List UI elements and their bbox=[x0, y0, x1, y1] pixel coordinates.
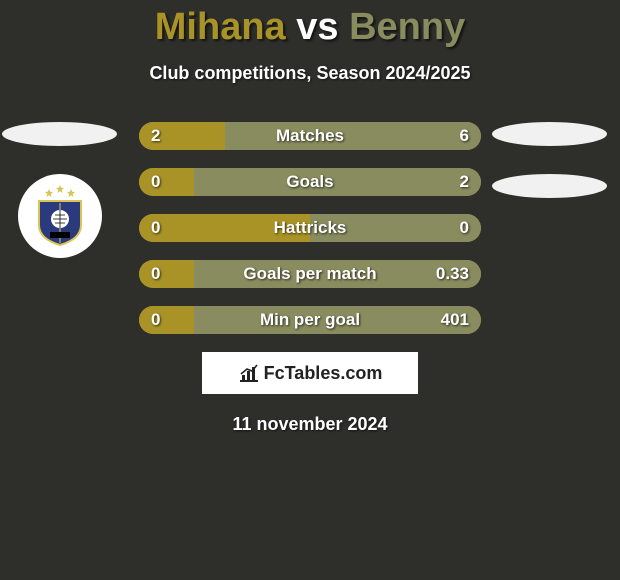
stat-row: 0 Goals per match 0.33 bbox=[139, 260, 481, 288]
stat-value-right: 0 bbox=[460, 218, 469, 238]
stat-list: 2 Matches 6 0 Goals 2 0 Hattricks 0 0 Goals per ma… bbox=[139, 122, 481, 334]
brand-text: FcTables.com bbox=[264, 363, 383, 384]
brand-badge: FcTables.com bbox=[202, 352, 418, 394]
right-team-oval-2 bbox=[492, 174, 607, 198]
stat-row: 0 Goals 2 bbox=[139, 168, 481, 196]
page-title: Mihana vs Benny bbox=[0, 0, 620, 49]
stat-bar-right bbox=[225, 122, 482, 150]
stat-label: Hattricks bbox=[274, 218, 347, 238]
stat-row: 2 Matches 6 bbox=[139, 122, 481, 150]
date-text: 11 november 2024 bbox=[0, 414, 620, 435]
bar-chart-icon bbox=[238, 363, 260, 383]
stat-value-right: 2 bbox=[460, 172, 469, 192]
comparison-area: 2 Matches 6 0 Goals 2 0 Hattricks 0 0 Goals per ma… bbox=[0, 122, 620, 435]
left-team-oval bbox=[2, 122, 117, 146]
stat-value-right: 0.33 bbox=[436, 264, 469, 284]
right-team-oval bbox=[492, 122, 607, 146]
stat-row: 0 Hattricks 0 bbox=[139, 214, 481, 242]
title-player2: Benny bbox=[349, 6, 465, 48]
stat-row: 0 Min per goal 401 bbox=[139, 306, 481, 334]
stat-label: Goals bbox=[286, 172, 333, 192]
stat-label: Min per goal bbox=[260, 310, 360, 330]
stat-bar-right bbox=[194, 168, 481, 196]
stat-label: Goals per match bbox=[243, 264, 376, 284]
title-vs: vs bbox=[296, 6, 338, 48]
stat-value-right: 401 bbox=[441, 310, 469, 330]
shield-icon bbox=[27, 183, 93, 249]
title-player1: Mihana bbox=[155, 6, 286, 48]
stat-value-left: 0 bbox=[151, 218, 160, 238]
stat-value-right: 6 bbox=[460, 126, 469, 146]
stat-value-left: 0 bbox=[151, 310, 160, 330]
stat-bar-left bbox=[139, 306, 187, 334]
stat-label: Matches bbox=[276, 126, 344, 146]
club-badge bbox=[18, 174, 102, 258]
stat-bar-left bbox=[139, 260, 187, 288]
stat-value-left: 0 bbox=[151, 172, 160, 192]
stat-bar-left bbox=[139, 168, 187, 196]
subtitle: Club competitions, Season 2024/2025 bbox=[0, 63, 620, 84]
stat-value-left: 0 bbox=[151, 264, 160, 284]
stat-value-left: 2 bbox=[151, 126, 160, 146]
